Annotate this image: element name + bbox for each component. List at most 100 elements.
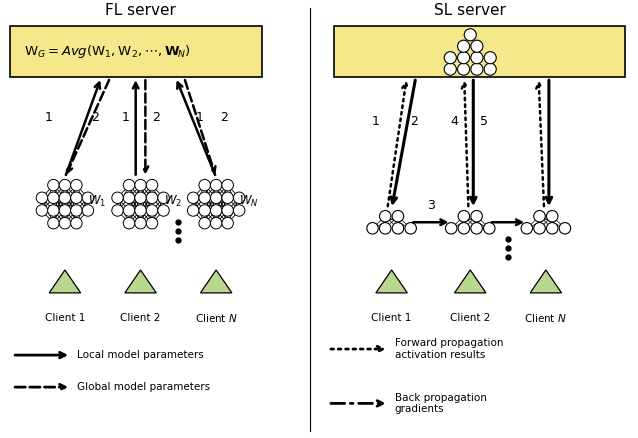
Text: $\mathrm{W}_G = \mathit{Avg}(\mathrm{W}_1, \mathrm{W}_2, \cdots, \mathbf{W}_{\!\: $\mathrm{W}_G = \mathit{Avg}(\mathrm{W}_… [24, 43, 191, 60]
FancyBboxPatch shape [334, 26, 625, 78]
Circle shape [59, 192, 71, 204]
Circle shape [146, 192, 158, 204]
Text: Client $N$: Client $N$ [524, 312, 567, 324]
Text: Client 2: Client 2 [121, 313, 161, 323]
Circle shape [471, 223, 482, 234]
Circle shape [71, 205, 82, 216]
Polygon shape [49, 270, 80, 293]
Circle shape [59, 205, 71, 216]
Circle shape [367, 223, 378, 234]
Circle shape [211, 205, 222, 216]
Circle shape [457, 40, 470, 52]
Circle shape [135, 217, 146, 229]
Circle shape [123, 205, 135, 216]
Circle shape [199, 180, 211, 191]
Text: 1: 1 [196, 111, 204, 124]
Text: 5: 5 [480, 115, 488, 128]
Circle shape [211, 192, 222, 204]
Circle shape [146, 205, 158, 216]
Circle shape [444, 52, 456, 64]
Circle shape [199, 192, 211, 204]
Circle shape [392, 223, 404, 234]
Circle shape [112, 192, 123, 204]
Circle shape [135, 180, 146, 191]
Circle shape [135, 192, 146, 204]
Circle shape [484, 223, 495, 234]
Circle shape [48, 192, 59, 204]
Text: Local model parameters: Local model parameters [77, 350, 204, 360]
Circle shape [464, 29, 477, 41]
Polygon shape [125, 270, 156, 293]
Text: $W_2$: $W_2$ [163, 194, 182, 208]
Text: FL server: FL server [105, 4, 176, 18]
Circle shape [123, 180, 135, 191]
Circle shape [234, 192, 245, 204]
FancyBboxPatch shape [10, 26, 262, 78]
Circle shape [457, 63, 470, 75]
Circle shape [380, 223, 391, 234]
Circle shape [188, 192, 199, 204]
Circle shape [71, 180, 82, 191]
Text: 2: 2 [91, 111, 99, 124]
Circle shape [158, 205, 169, 216]
Text: Client 1: Client 1 [45, 313, 85, 323]
Circle shape [559, 223, 570, 234]
Circle shape [211, 180, 222, 191]
Circle shape [135, 205, 146, 216]
Circle shape [471, 40, 483, 52]
Circle shape [534, 211, 545, 222]
Circle shape [36, 205, 48, 216]
Circle shape [444, 63, 456, 75]
Circle shape [222, 205, 234, 216]
Circle shape [547, 223, 558, 234]
Text: 1: 1 [371, 115, 379, 128]
Text: Client $N$: Client $N$ [195, 312, 237, 324]
Circle shape [71, 217, 82, 229]
Circle shape [534, 223, 545, 234]
Text: $W_N$: $W_N$ [239, 194, 259, 208]
Circle shape [458, 211, 470, 222]
Circle shape [188, 205, 199, 216]
Circle shape [484, 63, 496, 75]
Circle shape [457, 52, 470, 64]
Circle shape [158, 192, 169, 204]
Circle shape [405, 223, 417, 234]
Circle shape [199, 217, 211, 229]
Circle shape [445, 223, 457, 234]
Text: Client 1: Client 1 [371, 313, 412, 323]
Circle shape [471, 52, 483, 64]
Circle shape [521, 223, 533, 234]
Circle shape [392, 211, 404, 222]
Circle shape [380, 211, 391, 222]
Circle shape [211, 217, 222, 229]
Polygon shape [376, 270, 407, 293]
Circle shape [82, 192, 94, 204]
Circle shape [59, 217, 71, 229]
Polygon shape [200, 270, 232, 293]
Circle shape [484, 52, 496, 64]
Text: 1: 1 [121, 111, 130, 124]
Text: 4: 4 [450, 115, 458, 128]
Circle shape [234, 205, 245, 216]
Circle shape [82, 205, 94, 216]
Circle shape [222, 180, 234, 191]
Text: Back propagation
gradients: Back propagation gradients [395, 392, 487, 414]
Polygon shape [530, 270, 561, 293]
Circle shape [471, 63, 483, 75]
Text: 2: 2 [152, 111, 160, 124]
Polygon shape [454, 270, 486, 293]
Text: 2: 2 [410, 115, 418, 128]
Circle shape [471, 211, 482, 222]
Text: $W_1$: $W_1$ [88, 194, 106, 208]
Circle shape [458, 223, 470, 234]
Circle shape [222, 217, 234, 229]
Text: SL server: SL server [434, 4, 506, 18]
Circle shape [48, 205, 59, 216]
Circle shape [146, 217, 158, 229]
Text: Client 2: Client 2 [450, 313, 491, 323]
Circle shape [146, 180, 158, 191]
Text: 2: 2 [220, 111, 228, 124]
Circle shape [36, 192, 48, 204]
Circle shape [59, 180, 71, 191]
Circle shape [112, 205, 123, 216]
